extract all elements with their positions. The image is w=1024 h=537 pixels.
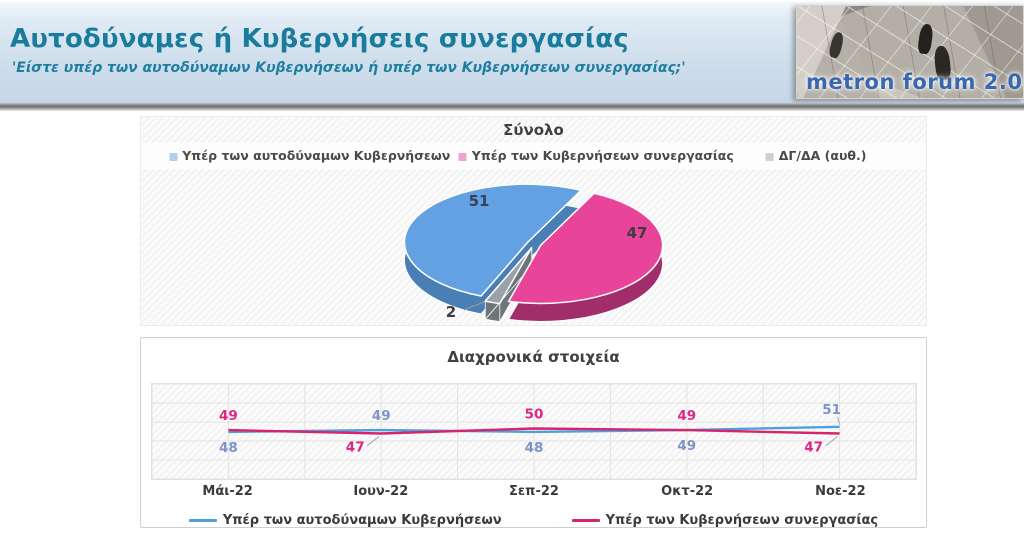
legend-label: Υπέρ των αυτοδύναμων Κυβερνήσεων bbox=[182, 148, 451, 163]
line-legend: Υπέρ των αυτοδύναμων Κυβερνήσεων Υπέρ τω… bbox=[141, 513, 926, 528]
svg-text:50: 50 bbox=[525, 407, 544, 423]
panel-total-title: Σύνολο bbox=[503, 121, 564, 139]
legend-label: Υπέρ των αυτοδύναμων Κυβερνήσεων bbox=[222, 513, 502, 528]
metron-forum-logo: metron forum 2.0 bbox=[796, 5, 1024, 99]
legend-swatch-gray bbox=[765, 152, 774, 161]
x-tick-label: Μάι-22 bbox=[202, 484, 253, 499]
panel-total: Σύνολο Υπέρ των αυτοδύναμων Κυβερνήσεων … bbox=[140, 116, 927, 326]
svg-text:51: 51 bbox=[468, 192, 489, 210]
legend-item-pink: Υπέρ των Κυβερνήσεων συνεργασίας bbox=[458, 143, 734, 169]
x-tick-label: Οκτ-22 bbox=[661, 484, 714, 499]
line-plot-area: 48 49 48 49 51 49 47 50 49 47 bbox=[151, 383, 917, 480]
svg-text:2: 2 bbox=[445, 303, 455, 321]
header-divider bbox=[0, 103, 1024, 111]
legend-label: Υπέρ των Κυβερνήσεων συνεργασίας bbox=[605, 513, 879, 528]
legend-swatch-blue bbox=[169, 152, 178, 161]
svg-text:49: 49 bbox=[219, 408, 238, 424]
panel-timeline-title: Διαχρονικά στοιχεία bbox=[447, 348, 620, 366]
x-tick-label: Σεπ-22 bbox=[509, 484, 559, 499]
total-pie-chart: 51 47 2 bbox=[403, 183, 663, 324]
page-title: Αυτοδύναμες ή Κυβερνήσεις συνεργασίας bbox=[10, 24, 629, 54]
legend-item-gray: ΔΓ/ΔΑ (αυθ.) bbox=[765, 143, 867, 169]
x-tick-label: Ιουν-22 bbox=[353, 484, 409, 499]
legend-item-blue: Υπέρ των αυτοδύναμων Κυβερνήσεων bbox=[169, 143, 450, 169]
svg-text:51: 51 bbox=[822, 402, 841, 418]
legend-label: Υπέρ των Κυβερνήσεων συνεργασίας bbox=[471, 148, 734, 163]
page-subtitle: 'Είστε υπέρ των αυτοδύναμων Κυβερνήσεων … bbox=[12, 60, 686, 76]
svg-text:49: 49 bbox=[677, 408, 696, 424]
page-header: Αυτοδύναμες ή Κυβερνήσεις συνεργασίας 'Ε… bbox=[0, 0, 1024, 103]
svg-text:47: 47 bbox=[346, 440, 365, 456]
panel-timeline: Διαχρονικά στοιχεία 48 49 48 49 51 49 47 50 49 47… bbox=[140, 337, 927, 528]
pie-area: 51 47 2 bbox=[141, 169, 926, 325]
svg-text:49: 49 bbox=[677, 438, 696, 454]
timeline-line-chart: 48 49 48 49 51 49 47 50 49 47 bbox=[152, 384, 916, 479]
svg-text:48: 48 bbox=[525, 440, 544, 456]
legend-label: ΔΓ/ΔΑ (αυθ.) bbox=[778, 148, 867, 163]
legend-swatch-pink bbox=[458, 152, 467, 161]
legend-item-pink-series: Υπέρ των Κυβερνήσεων συνεργασίας bbox=[571, 513, 879, 528]
pie-legend: Υπέρ των αυτοδύναμων Κυβερνήσεων Υπέρ τω… bbox=[141, 143, 926, 169]
legend-line-pink bbox=[571, 519, 600, 522]
svg-text:47: 47 bbox=[626, 224, 647, 242]
legend-item-blue-series: Υπέρ των αυτοδύναμων Κυβερνήσεων bbox=[188, 513, 502, 528]
x-axis-labels: Μάι-22 Ιουν-22 Σεπ-22 Οκτ-22 Νοε-22 bbox=[151, 484, 917, 508]
x-tick-label: Νοε-22 bbox=[815, 484, 866, 499]
logo-text: metron forum 2.0 bbox=[806, 70, 1023, 94]
svg-text:49: 49 bbox=[372, 408, 391, 424]
svg-text:48: 48 bbox=[219, 440, 238, 456]
svg-text:47: 47 bbox=[804, 440, 823, 456]
legend-line-blue bbox=[188, 519, 217, 522]
